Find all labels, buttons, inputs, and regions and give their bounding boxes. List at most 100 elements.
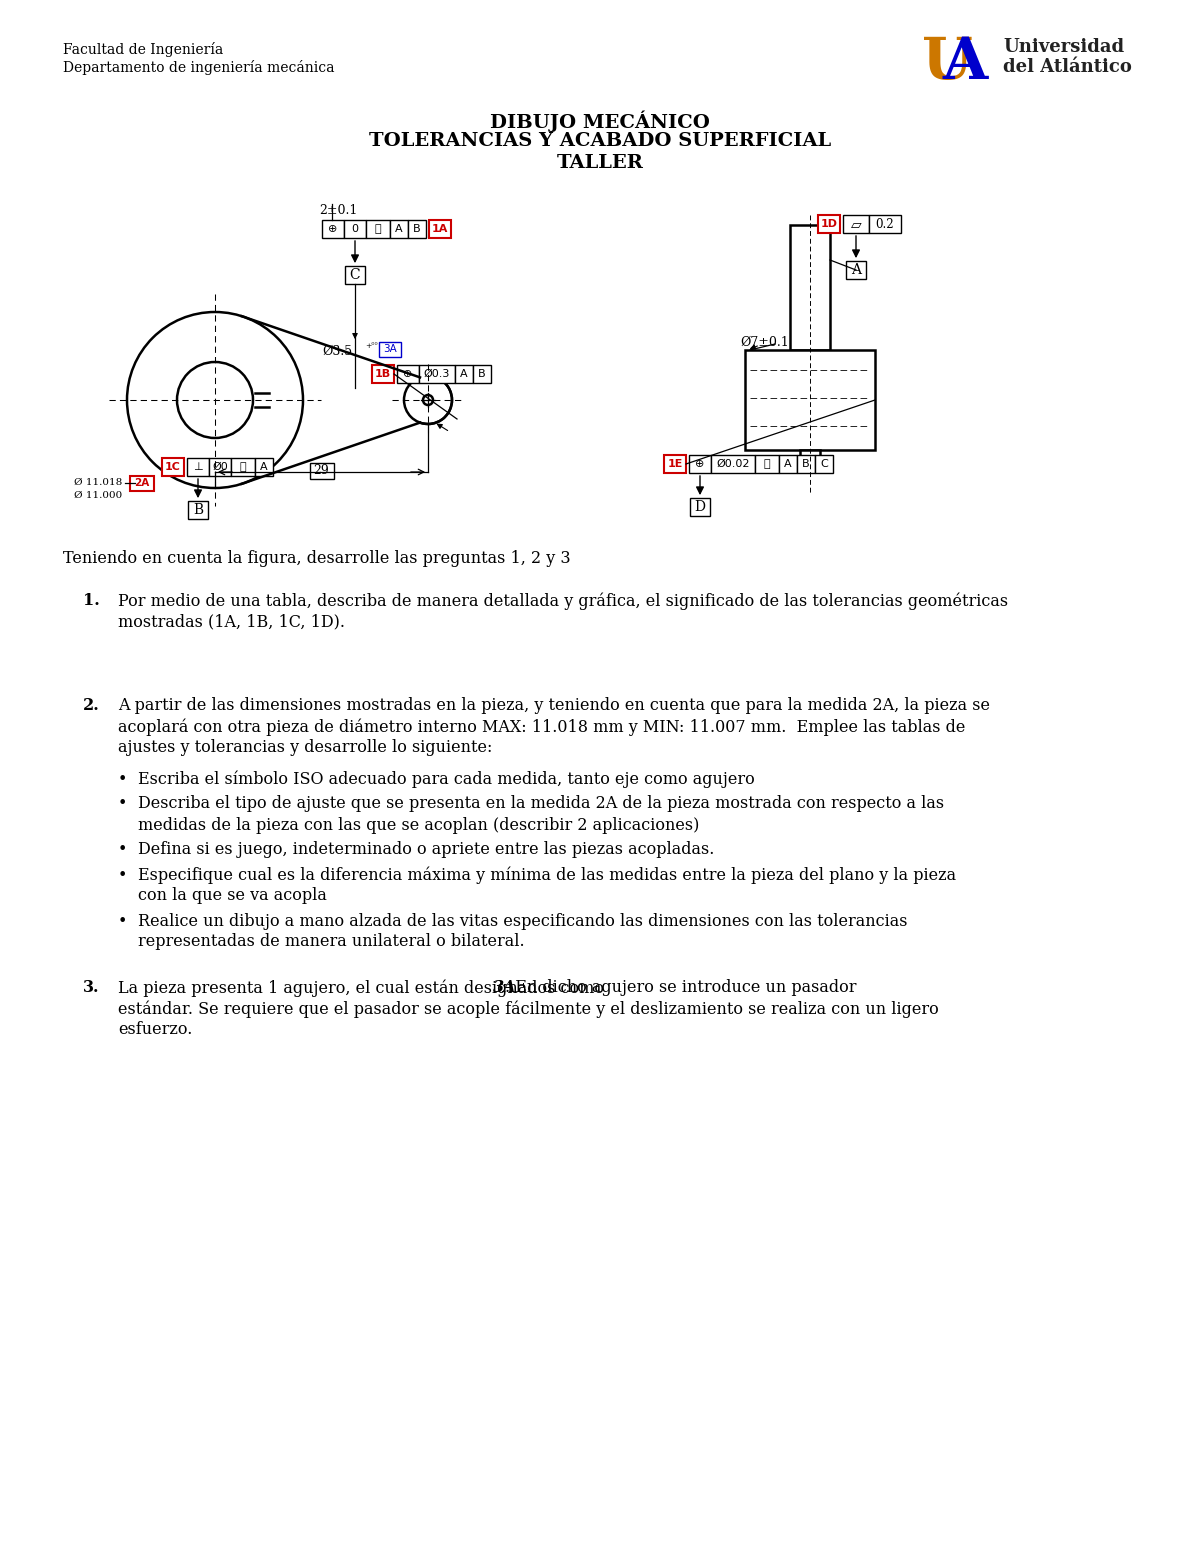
Bar: [473, 365, 491, 384]
Text: •: •: [118, 842, 127, 859]
Text: 3A: 3A: [383, 345, 397, 354]
Text: Ⓜ: Ⓜ: [240, 461, 246, 472]
Text: ⊕: ⊕: [695, 460, 704, 469]
Text: Ø0.02: Ø0.02: [716, 460, 750, 469]
Bar: [797, 455, 815, 474]
Bar: [800, 450, 820, 464]
Text: U: U: [922, 36, 972, 92]
Bar: [755, 455, 779, 474]
Bar: [188, 502, 208, 519]
Text: acoplará con otra pieza de diámetro interno MAX: 11.018 mm y MIN: 11.007 mm.  Em: acoplará con otra pieza de diámetro inte…: [118, 717, 965, 736]
Bar: [690, 499, 710, 516]
Bar: [256, 458, 274, 477]
Text: 1B: 1B: [374, 370, 391, 379]
Bar: [322, 221, 344, 238]
Text: 1C: 1C: [166, 461, 181, 472]
Text: D: D: [695, 500, 706, 514]
Text: Por medio de una tabla, describa de manera detallada y gráfica, el significado d: Por medio de una tabla, describa de mane…: [118, 592, 1008, 609]
Bar: [162, 458, 184, 477]
Text: . En dicho agujero se introduce un pasador: . En dicho agujero se introduce un pasad…: [505, 980, 857, 997]
Text: Ø0.3: Ø0.3: [424, 370, 450, 379]
Text: TOLERANCIAS Y ACABADO SUPERFICIAL: TOLERANCIAS Y ACABADO SUPERFICIAL: [368, 132, 832, 151]
Text: medidas de la pieza con las que se acoplan (describir 2 aplicaciones): medidas de la pieza con las que se acopl…: [138, 817, 700, 834]
Bar: [419, 365, 455, 384]
Text: estándar. Se requiere que el pasador se acople fácilmente y el deslizamiento se : estándar. Se requiere que el pasador se …: [118, 1000, 938, 1019]
Text: A: A: [260, 461, 268, 472]
Text: 29: 29: [313, 464, 329, 477]
Bar: [689, 455, 710, 474]
Text: representadas de manera unilateral o bilateral.: representadas de manera unilateral o bil…: [138, 933, 524, 950]
Bar: [818, 214, 840, 233]
Text: Ø3.5: Ø3.5: [322, 345, 352, 359]
Text: •: •: [118, 770, 127, 787]
Text: Ⓜ: Ⓜ: [374, 224, 382, 235]
Text: B: B: [413, 224, 421, 235]
Text: C: C: [349, 269, 360, 283]
Text: Universidad: Universidad: [1003, 37, 1124, 56]
Text: Ø0: Ø0: [212, 461, 228, 472]
Text: •: •: [118, 867, 127, 884]
Text: Departamento de ingeniería mecánica: Departamento de ingeniería mecánica: [64, 61, 335, 75]
Text: Especifique cual es la diferencia máxima y mínima de las medidas entre la pieza : Especifique cual es la diferencia máxima…: [138, 867, 956, 884]
Bar: [815, 455, 833, 474]
Text: A: A: [851, 262, 862, 276]
Bar: [397, 365, 419, 384]
Bar: [430, 221, 451, 238]
Text: 3.: 3.: [83, 980, 100, 997]
Bar: [209, 458, 230, 477]
Text: C: C: [820, 460, 828, 469]
Bar: [187, 458, 209, 477]
Bar: [130, 477, 154, 491]
Text: B: B: [802, 460, 810, 469]
Bar: [379, 342, 401, 357]
Text: A: A: [784, 460, 792, 469]
Text: B: B: [478, 370, 486, 379]
Bar: [372, 365, 394, 384]
Text: A: A: [460, 370, 468, 379]
Text: ▱: ▱: [851, 217, 862, 231]
Text: TALLER: TALLER: [557, 154, 643, 172]
Text: ⊥: ⊥: [193, 461, 203, 472]
Text: •: •: [118, 913, 127, 930]
Text: del Atlántico: del Atlántico: [1003, 57, 1132, 76]
Text: mostradas (1A, 1B, 1C, 1D).: mostradas (1A, 1B, 1C, 1D).: [118, 613, 346, 631]
Text: ⊕: ⊕: [329, 224, 337, 235]
Text: 1E: 1E: [667, 460, 683, 469]
Bar: [846, 261, 866, 280]
Text: +⁰⁰: +⁰⁰: [365, 342, 378, 349]
Text: Ø 11.018: Ø 11.018: [73, 478, 122, 488]
Text: con la que se va acopla: con la que se va acopla: [138, 887, 326, 904]
Text: 2A: 2A: [134, 478, 150, 489]
Bar: [664, 455, 686, 474]
Bar: [710, 455, 755, 474]
Bar: [779, 455, 797, 474]
Text: esfuerzo.: esfuerzo.: [118, 1022, 192, 1039]
Bar: [230, 458, 256, 477]
Bar: [408, 221, 426, 238]
Bar: [745, 349, 875, 450]
Text: La pieza presenta 1 agujero, el cual están designados como: La pieza presenta 1 agujero, el cual est…: [118, 980, 610, 997]
Text: Realice un dibujo a mano alzada de las vitas especificando las dimensiones con l: Realice un dibujo a mano alzada de las v…: [138, 913, 907, 930]
Text: 0.2: 0.2: [876, 217, 894, 230]
Text: A partir de las dimensiones mostradas en la pieza, y teniendo en cuenta que para: A partir de las dimensiones mostradas en…: [118, 697, 990, 714]
Text: ajustes y tolerancias y desarrolle lo siguiente:: ajustes y tolerancias y desarrolle lo si…: [118, 739, 492, 756]
Text: ⊕: ⊕: [403, 370, 413, 379]
Bar: [390, 221, 408, 238]
Text: A: A: [942, 36, 988, 92]
Bar: [310, 463, 334, 478]
Text: B: B: [193, 503, 203, 517]
Text: Ø7±0.1: Ø7±0.1: [740, 335, 788, 349]
Text: 2.: 2.: [83, 697, 100, 714]
Text: Ⓜ: Ⓜ: [763, 460, 770, 469]
Text: 1A: 1A: [432, 224, 448, 235]
Text: A: A: [395, 224, 403, 235]
Text: 3A: 3A: [493, 980, 516, 997]
Bar: [842, 214, 869, 233]
Text: 0: 0: [352, 224, 359, 235]
Text: Facultad de Ingeniería: Facultad de Ingeniería: [64, 42, 223, 57]
Text: 2±0.1: 2±0.1: [319, 203, 358, 217]
Text: 1.: 1.: [83, 592, 100, 609]
Bar: [869, 214, 901, 233]
Text: Escriba el símbolo ISO adecuado para cada medida, tanto eje como agujero: Escriba el símbolo ISO adecuado para cad…: [138, 770, 755, 787]
Bar: [346, 266, 365, 284]
